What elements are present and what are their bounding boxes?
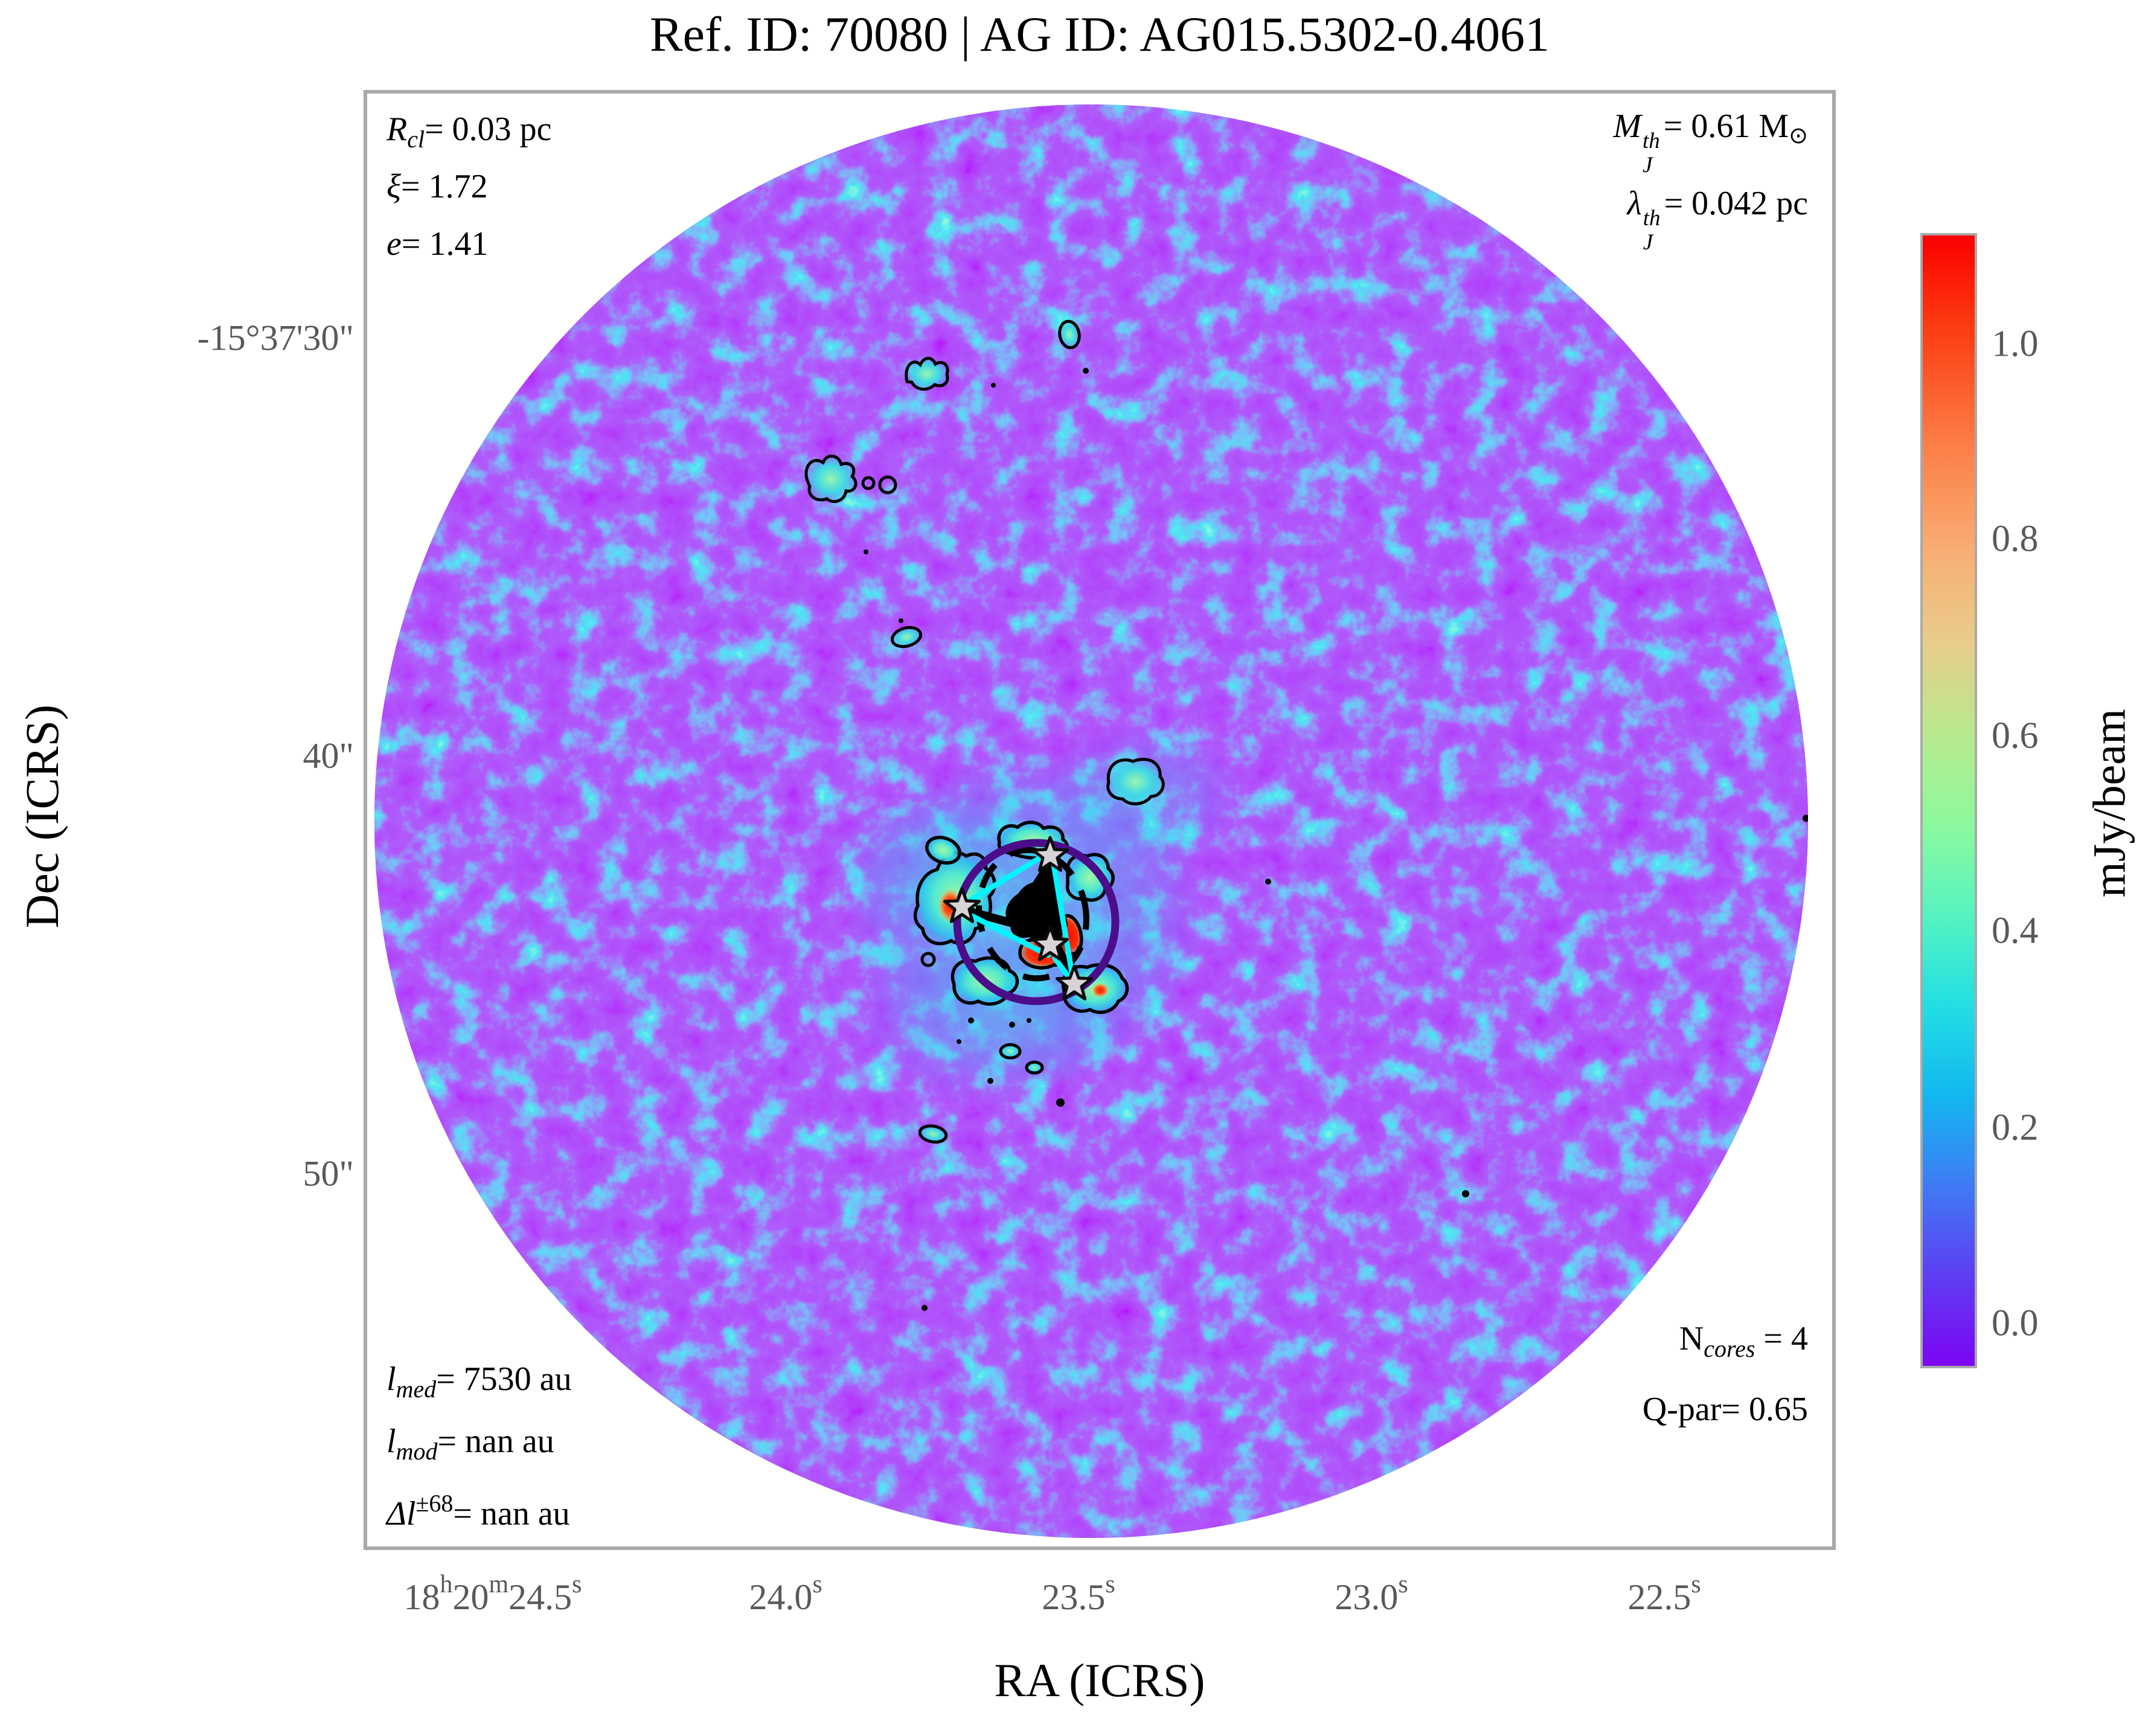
annotation-bottom-left: lmed= 7530 au lmod= nan au Δl±68= nan au — [386, 1353, 572, 1540]
colorbar-tick-5: 0.0 — [1992, 1302, 2039, 1344]
colorbar-label: mJy/beam — [2084, 708, 2135, 898]
colorbar-tick-0: 1.0 — [1992, 323, 2039, 365]
y-tick-1: 40" — [303, 735, 354, 776]
x-axis-label: RA (ICRS) — [994, 1654, 1205, 1706]
y-tick-2: 50" — [303, 1153, 354, 1194]
colorbar-tick-4: 0.2 — [1992, 1107, 2039, 1148]
colorbar-tick-1: 0.8 — [1992, 518, 2039, 560]
annotation-dl68: Δl±68= nan au — [386, 1490, 570, 1533]
colorbar — [1920, 233, 1977, 1368]
annotation-lmed: lmed= 7530 au — [386, 1360, 572, 1403]
annotation-jeans-length: λ th J = 0.042 pc — [1627, 185, 1808, 255]
y-axis-label: Dec (ICRS) — [16, 704, 68, 929]
clump-radius-circle — [953, 839, 1120, 1005]
annotation-ncores: Ncores = 4 — [1679, 1320, 1808, 1362]
annotation-bottom-right: Ncores = 4 Q-par= 0.65 — [1643, 1308, 1808, 1450]
annotation-qpar: Q-par= 0.65 — [1642, 1391, 1808, 1428]
x-tick-4: 22.5s — [1627, 1571, 1701, 1617]
annotation-lmod: lmod= nan au — [386, 1423, 554, 1465]
annotation-top-left: Rcl= 0.03 pc ξ= 1.72 e= 1.41 — [386, 106, 552, 278]
noise-field — [374, 104, 1808, 1538]
annotation-rcl: Rcl= 0.03 pc — [386, 111, 552, 153]
small-contour-blobs — [804, 319, 1165, 1144]
plot-frame — [364, 90, 1836, 1550]
sky-map-canvas — [364, 90, 1836, 1550]
annotation-xi: ξ= 1.72 — [386, 168, 488, 205]
x-tick-2: 23.5s — [1042, 1571, 1115, 1617]
annotation-e: e= 1.41 — [386, 225, 489, 263]
colorbar-tick-3: 0.4 — [1992, 910, 2039, 952]
dashed-clump-ellipse — [976, 847, 1089, 982]
contour-dots — [864, 368, 1808, 1311]
contour-rings — [861, 475, 936, 967]
colorbar-tick-2: 0.6 — [1992, 715, 2039, 757]
page-title: Ref. ID: 70080 | AG ID: AG015.5302-0.406… — [649, 7, 1550, 62]
x-tick-1: 24.0s — [749, 1571, 822, 1617]
x-tick-3: 23.0s — [1335, 1571, 1408, 1617]
x-tick-0: 18h20m24.5s — [403, 1571, 582, 1617]
y-tick-0: -15°37'30" — [197, 318, 354, 358]
